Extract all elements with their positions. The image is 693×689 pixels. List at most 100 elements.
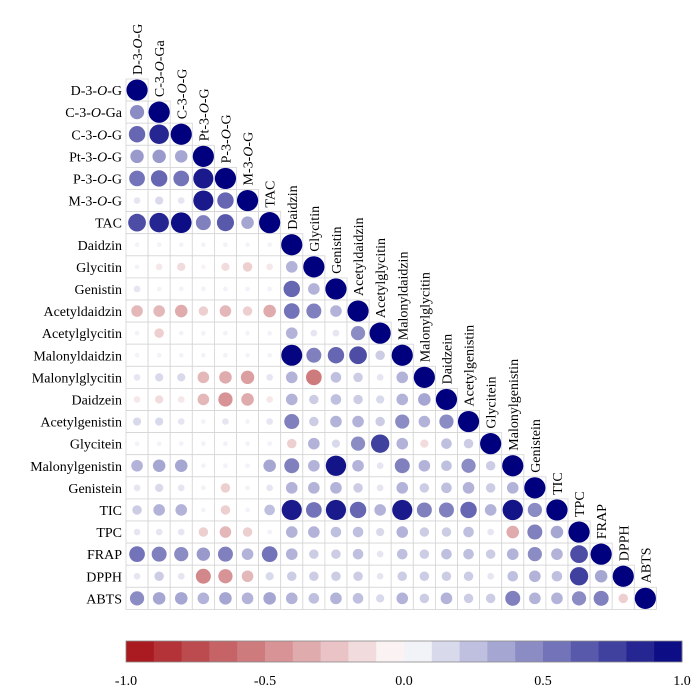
correlation-circle — [527, 547, 542, 562]
correlation-circle — [154, 571, 164, 581]
correlation-circle — [331, 439, 341, 448]
correlation-circle — [397, 571, 407, 581]
row-label-tac: TAC — [95, 217, 122, 232]
colorbar-frame — [125, 640, 683, 663]
correlation-circle — [396, 526, 409, 538]
colorbar-swatch — [376, 641, 405, 662]
correlation-circle — [485, 549, 496, 559]
correlation-circle — [177, 262, 186, 271]
correlation-circle — [550, 525, 564, 539]
correlation-circle — [128, 213, 146, 232]
correlation-circle — [223, 286, 228, 292]
correlation-circle — [306, 303, 322, 319]
correlation-circle — [287, 438, 297, 449]
correlation-circle — [376, 527, 385, 537]
correlation-circle — [618, 593, 628, 604]
correlation-circle — [285, 548, 298, 560]
row-label-layer: D-3-O-G C-3-O-Ga C-3-O-G Pt-3-O-G P-3-O-G M-3… — [30, 84, 123, 607]
correlation-circle — [376, 572, 384, 580]
correlation-circle — [441, 571, 452, 581]
correlation-circle — [353, 483, 363, 493]
colorbar-tick-label: -0.5 — [254, 674, 276, 689]
correlation-circle — [195, 568, 211, 584]
correlation-circle — [220, 505, 231, 515]
correlation-circle — [178, 242, 184, 248]
correlation-circle — [263, 592, 276, 605]
correlation-circle — [266, 484, 273, 492]
correlation-circle — [236, 189, 259, 212]
colorbar-swatch — [126, 641, 155, 662]
correlation-circle — [463, 571, 474, 581]
colorbar-swatch — [598, 641, 627, 662]
correlation-circle — [218, 392, 233, 407]
correlation-circle — [419, 593, 430, 604]
correlation-circle — [283, 280, 300, 298]
correlation-circle — [418, 459, 431, 472]
correlation-circle — [200, 264, 206, 270]
colorbar-swatch — [153, 641, 182, 662]
correlation-circle — [241, 570, 254, 583]
correlation-circle — [155, 417, 164, 426]
correlation-circle — [394, 458, 410, 474]
correlation-circle — [285, 327, 298, 339]
correlation-circle — [419, 527, 430, 537]
correlation-circle — [267, 529, 273, 535]
correlation-circle — [506, 482, 519, 494]
correlation-circle — [245, 286, 250, 292]
correlation-circle — [177, 418, 185, 425]
correlation-circle — [352, 459, 364, 472]
row-label-pt-3-o-g: Pt-3-O-G — [69, 150, 122, 165]
row-label-daidzein: Daidzein — [71, 393, 122, 408]
correlation-circle — [223, 463, 228, 469]
correlation-circle — [441, 482, 452, 494]
row-label-abts: ABTS — [86, 592, 122, 607]
correlation-circle — [133, 528, 141, 536]
correlation-circle — [305, 369, 322, 386]
colorbar-tick-labels: -1.0 -0.5 0.0 0.5 1.0 — [115, 674, 691, 689]
correlation-circle — [396, 437, 409, 450]
correlation-circle — [266, 418, 273, 425]
correlation-circle — [245, 330, 250, 336]
column-label-daidzin: Daidzin — [286, 185, 301, 229]
correlation-circle — [196, 547, 211, 561]
column-label-c-3-o-ga: C-3-O-Ga — [153, 40, 168, 98]
correlation-circle — [502, 499, 523, 521]
correlation-circle — [151, 546, 167, 562]
correlation-circle — [263, 304, 276, 318]
correlation-circle — [347, 300, 369, 322]
correlation-circle — [330, 415, 342, 428]
correlation-circle — [463, 526, 474, 538]
correlation-circle — [200, 463, 206, 469]
correlation-circle — [129, 546, 145, 563]
correlation-circle — [174, 592, 188, 605]
correlation-circle — [285, 371, 298, 384]
colorbar-swatch — [570, 641, 599, 662]
correlation-circle — [149, 124, 169, 145]
row-label-frap: FRAP — [87, 548, 122, 563]
correlation-circle — [174, 304, 188, 318]
correlation-circle — [220, 483, 231, 493]
correlation-circle — [178, 330, 184, 336]
row-label-tpc: TPC — [96, 526, 122, 541]
correlation-circle — [267, 286, 273, 292]
correlation-circle — [349, 346, 367, 365]
correlation-circle — [193, 190, 214, 211]
correlation-circle — [463, 593, 474, 604]
correlation-circle — [154, 328, 164, 338]
correlation-circle — [440, 592, 453, 605]
correlation-circle — [245, 441, 250, 447]
correlation-circle — [502, 455, 524, 477]
correlation-circle — [173, 170, 190, 187]
correlation-circle — [330, 372, 342, 383]
correlation-circle — [308, 526, 320, 538]
correlation-circle — [352, 548, 364, 560]
correlation-circle — [352, 593, 364, 604]
correlation-circle — [353, 372, 363, 383]
correlation-circle — [350, 436, 366, 451]
correlation-circle — [240, 370, 255, 385]
correlation-circle — [283, 303, 300, 319]
row-label-dpph: DPPH — [86, 570, 122, 585]
column-label-d-3-o-g: D-3-O-G — [131, 24, 146, 75]
correlation-circle — [285, 482, 298, 494]
correlation-circle — [435, 388, 458, 411]
